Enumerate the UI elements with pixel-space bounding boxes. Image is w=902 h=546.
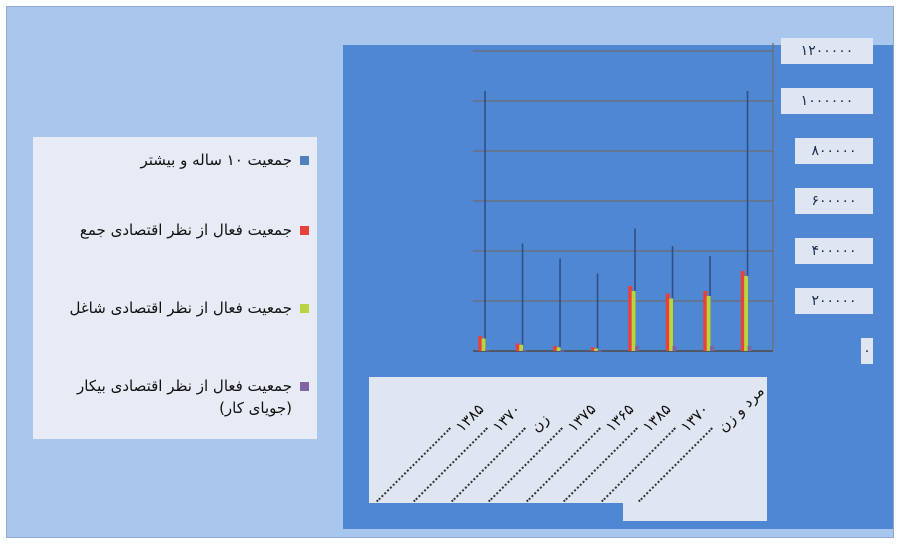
bar-1-3 bbox=[559, 258, 561, 351]
bar-2-1 bbox=[478, 336, 483, 351]
y-tick-label: ۸۰۰۰۰۰ bbox=[795, 138, 873, 164]
y-tick-label: ۶۰۰۰۰۰ bbox=[795, 188, 873, 214]
y-tick-label: ۰ bbox=[861, 338, 873, 364]
x-labels-box-left bbox=[369, 377, 623, 503]
y-tick-label: ۱۲۰۰۰۰۰ bbox=[781, 38, 873, 64]
legend-swatch bbox=[300, 304, 309, 313]
bar-4-4 bbox=[597, 350, 602, 352]
bar-4-7 bbox=[710, 346, 715, 351]
bar-1-5 bbox=[634, 228, 636, 351]
bar-3-8 bbox=[744, 276, 749, 351]
bar-2-7 bbox=[703, 291, 708, 351]
chart-frame: جمعیت ۱۰ ساله و بیشتر جمعیت فعال از نظر … bbox=[6, 6, 894, 538]
bar-1-8 bbox=[746, 91, 749, 351]
bar-1-2 bbox=[521, 243, 524, 351]
bar-2-3 bbox=[553, 346, 558, 351]
bar-4-1 bbox=[485, 349, 490, 351]
bar-1-1 bbox=[484, 91, 486, 351]
legend-swatch bbox=[300, 226, 309, 235]
y-tick-label: ۱۰۰۰۰۰۰ bbox=[781, 88, 873, 114]
bar-1-4 bbox=[596, 273, 599, 351]
legend-label: جمعیت فعال از نظر اقتصادی جمع bbox=[79, 221, 292, 239]
y-tick-label: ۲۰۰۰۰۰ bbox=[795, 288, 873, 314]
legend-swatch bbox=[300, 382, 309, 391]
bar-3-1 bbox=[481, 338, 486, 351]
bar-3-3 bbox=[556, 347, 561, 351]
legend-label: جمعیت ۱۰ ساله و بیشتر bbox=[140, 151, 292, 169]
legend-item-employed: جمعیت فعال از نظر اقتصادی شاغل bbox=[33, 297, 317, 319]
legend-item-pop10: جمعیت ۱۰ ساله و بیشتر bbox=[33, 149, 317, 171]
bar-2-4 bbox=[590, 347, 595, 351]
legend-item-active-total: جمعیت فعال از نظر اقتصادی جمع bbox=[33, 219, 317, 241]
bar-2-2 bbox=[515, 343, 520, 351]
legend-swatch bbox=[300, 156, 309, 165]
bar-3-2 bbox=[519, 344, 524, 351]
bar-3-5 bbox=[631, 291, 636, 351]
chart-svg bbox=[473, 43, 774, 352]
bar-4-2 bbox=[522, 350, 527, 352]
bar-3-6 bbox=[669, 298, 674, 351]
bar-3-7 bbox=[706, 296, 711, 351]
bar-2-8 bbox=[740, 271, 745, 351]
legend-label: جمعیت فعال از نظر اقتصادی بیکار (جویای ک… bbox=[77, 377, 292, 417]
bar-3-4 bbox=[594, 348, 599, 351]
y-tick-label: ۴۰۰۰۰۰ bbox=[795, 238, 873, 264]
bar-4-3 bbox=[560, 350, 565, 352]
legend: جمعیت ۱۰ ساله و بیشتر جمعیت فعال از نظر … bbox=[33, 137, 317, 439]
bar-4-8 bbox=[747, 346, 752, 351]
bar-2-6 bbox=[665, 293, 670, 351]
bar-2-5 bbox=[628, 286, 633, 351]
bar-4-6 bbox=[672, 346, 677, 351]
x-labels-box-right bbox=[623, 377, 767, 521]
bar-4-5 bbox=[635, 346, 640, 351]
legend-item-unemployed: جمعیت فعال از نظر اقتصادی بیکار (جویای ک… bbox=[33, 375, 317, 419]
legend-label: جمعیت فعال از نظر اقتصادی شاغل bbox=[69, 299, 292, 317]
